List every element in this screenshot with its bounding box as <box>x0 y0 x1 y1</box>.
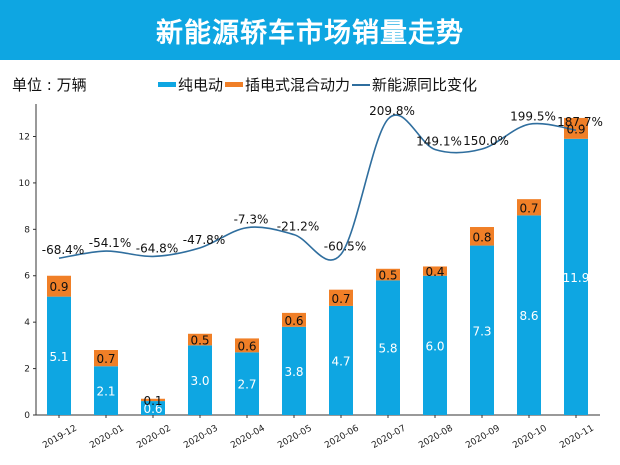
bar-bev-value-label: 2.1 <box>96 385 115 399</box>
y-tick-label: 8 <box>24 225 30 235</box>
bar-bev <box>94 366 118 415</box>
bar-bev <box>470 245 494 415</box>
bar-bev-value-label: 5.1 <box>49 350 68 364</box>
legend-swatch-bev <box>158 82 176 87</box>
bar-phev-value-label: 0.7 <box>519 201 538 215</box>
x-tick-label: 2020-04 <box>229 423 267 451</box>
x-tick-label: 2020-08 <box>417 423 455 451</box>
bar-phev <box>94 350 118 367</box>
bar-bev <box>517 215 541 415</box>
unit-label: 单位 : 万辆 <box>12 76 87 94</box>
yoy-line <box>58 114 577 261</box>
x-tick-label: 2019-12 <box>41 424 79 451</box>
bar-phev <box>470 227 494 246</box>
bar-phev <box>564 117 588 139</box>
yoy-value-label: -60.5% <box>324 239 366 253</box>
y-tick-label: 12 <box>19 132 30 142</box>
legend: 纯电动 插电式混合动力 新能源同比变化 <box>158 74 479 95</box>
legend-label-phev: 插电式混合动力 <box>245 76 351 94</box>
bar-phev <box>141 398 165 402</box>
bar-bev <box>329 305 353 415</box>
bar-phev-value-label: 0.7 <box>331 292 350 306</box>
bar-bev <box>376 280 400 415</box>
legend-label-bev: 纯电动 <box>178 76 224 94</box>
bar-phev <box>235 338 259 353</box>
bar-bev-value-label: 6.0 <box>425 339 444 353</box>
yoy-value-label: -7.3% <box>234 213 269 227</box>
yoy-value-label: -21.2% <box>277 220 319 234</box>
bar-phev-value-label: 0.6 <box>237 339 256 353</box>
bar-bev <box>47 296 71 415</box>
bar-bev <box>141 401 165 415</box>
bar-bev-value-label: 7.3 <box>472 324 491 338</box>
bar-phev <box>188 333 212 346</box>
bar-bev <box>188 345 212 415</box>
x-tick-label: 2020-02 <box>135 424 173 451</box>
yoy-value-label: -54.1% <box>89 236 131 250</box>
bar-phev-value-label: 0.7 <box>96 352 115 366</box>
legend-item-bev: 纯电动 <box>158 74 223 95</box>
bar-phev-value-label: 0.6 <box>284 314 303 328</box>
bar-bev <box>235 352 259 415</box>
y-tick-label: 2 <box>24 365 30 375</box>
bar-bev-value-label: 0.6 <box>143 402 162 416</box>
bar-phev <box>376 268 400 281</box>
x-tick-label: 2020-03 <box>182 424 220 451</box>
yoy-value-label: 187.7% <box>557 115 603 129</box>
bar-phev-value-label: 0.9 <box>566 122 585 136</box>
yoy-value-label: 199.5% <box>510 109 556 123</box>
legend-item-yoy: 新能源同比变化 <box>352 74 477 95</box>
x-tick-label: 2020-06 <box>323 423 361 451</box>
bar-phev-value-label: 0.4 <box>425 265 444 279</box>
bar-phev-value-label: 0.9 <box>49 280 68 294</box>
legend-swatch-phev <box>225 82 244 87</box>
yoy-value-label: 150.0% <box>463 134 509 148</box>
bar-phev <box>47 275 71 297</box>
bar-bev-value-label: 4.7 <box>331 354 350 368</box>
y-tick-label: 6 <box>24 272 30 282</box>
x-tick-label: 2020-05 <box>276 424 314 451</box>
x-tick-label: 2020-10 <box>511 423 549 451</box>
bar-bev-value-label: 3.0 <box>190 374 209 388</box>
yoy-value-label: -64.8% <box>136 241 178 255</box>
bar-bev-value-label: 5.8 <box>378 342 397 356</box>
bar-bev <box>282 326 306 415</box>
bar-phev-value-label: 0.1 <box>143 394 162 408</box>
bar-bev <box>564 138 588 416</box>
bar-bev-value-label: 3.8 <box>284 365 303 379</box>
yoy-value-label: -47.8% <box>183 233 225 247</box>
yoy-value-label: 209.8% <box>369 104 415 118</box>
legend-label-yoy: 新能源同比变化 <box>372 76 478 94</box>
legend-item-phev: 插电式混合动力 <box>225 74 350 95</box>
chart-title: 新能源轿车市场销量走势 <box>156 17 464 49</box>
legend-swatch-yoy <box>352 83 371 86</box>
bar-phev-value-label: 0.5 <box>378 269 397 283</box>
bar-phev-value-label: 0.8 <box>472 230 491 244</box>
yoy-value-label: 149.1% <box>416 134 462 148</box>
bar-phev-value-label: 0.5 <box>190 334 209 348</box>
x-tick-label: 2020-11 <box>558 424 596 451</box>
x-tick-label: 2020-07 <box>370 424 408 451</box>
x-tick-label: 2020-01 <box>88 424 126 451</box>
bar-phev <box>282 312 306 327</box>
x-tick-label: 2020-09 <box>464 423 502 451</box>
title-banner: 新能源轿车市场销量走势 <box>0 0 620 60</box>
bar-bev-value-label: 8.6 <box>519 309 538 323</box>
bar-phev <box>423 266 447 276</box>
bar-bev-value-label: 2.7 <box>237 378 256 392</box>
yoy-value-label: -68.4% <box>42 243 84 257</box>
bar-bev-value-label: 11.9 <box>563 271 590 285</box>
y-tick-label: 10 <box>19 179 31 189</box>
bar-phev <box>329 289 353 306</box>
y-tick-label: 0 <box>24 411 30 421</box>
bar-bev <box>423 275 447 415</box>
bar-phev <box>517 199 541 216</box>
y-tick-label: 4 <box>24 318 30 328</box>
